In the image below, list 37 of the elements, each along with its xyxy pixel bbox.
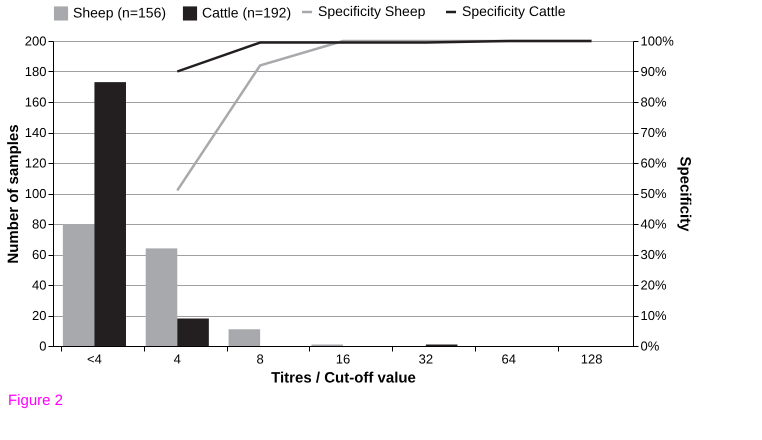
legend-label: Specificity Cattle (462, 3, 566, 19)
y-tick-label: 80 (32, 216, 46, 232)
x-axis-title: Titres / Cut-off value (271, 370, 416, 386)
x-tick-label: 16 (336, 352, 350, 366)
y-tick-label: 40 (32, 278, 46, 292)
legend-label: Specificity Sheep (318, 3, 426, 19)
y-tick-label: 160 (24, 94, 46, 110)
y-tick-label: 100 (24, 186, 46, 201)
y-tick-label: 0 (39, 338, 46, 354)
y2-tick-label: 90% (640, 64, 667, 79)
y-tick-label: 140 (24, 125, 46, 140)
y-axis-title: Number of samples (4, 124, 22, 264)
legend-label: Cattle (n=192) (202, 4, 292, 20)
x-tick-label: 128 (580, 352, 602, 366)
x-tick-label: 8 (256, 352, 264, 366)
y2-tick-label: 0% (640, 338, 660, 354)
x-tick-label: 32 (418, 352, 434, 366)
y2-tick-label: 30% (640, 247, 667, 262)
y-tick-label: 180 (24, 64, 46, 79)
x-tick-label: 4 (174, 352, 181, 366)
x-tick-label: 64 (501, 352, 516, 366)
x-tick-label: <4 (87, 352, 102, 366)
y-tick-label: 60 (32, 247, 46, 262)
y2-tick-label: 100% (640, 34, 674, 48)
y2-tick-label: 60% (640, 156, 667, 170)
y2-tick-label: 80% (640, 94, 667, 110)
legend-label: Sheep (n=156) (73, 4, 166, 20)
y-tick-label: 20 (32, 308, 46, 323)
y2-tick-label: 40% (640, 216, 667, 232)
y-tick-label: 200 (24, 34, 46, 48)
y2-tick-label: 70% (640, 125, 667, 140)
y2-tick-label: 20% (640, 278, 667, 292)
caption: Figure 2 (8, 392, 64, 409)
y2-axis-title: Specificity (676, 156, 694, 232)
y2-tick-label: 50% (640, 186, 667, 201)
y2-tick-label: 10% (640, 308, 667, 323)
y-tick-label: 120 (24, 156, 46, 170)
